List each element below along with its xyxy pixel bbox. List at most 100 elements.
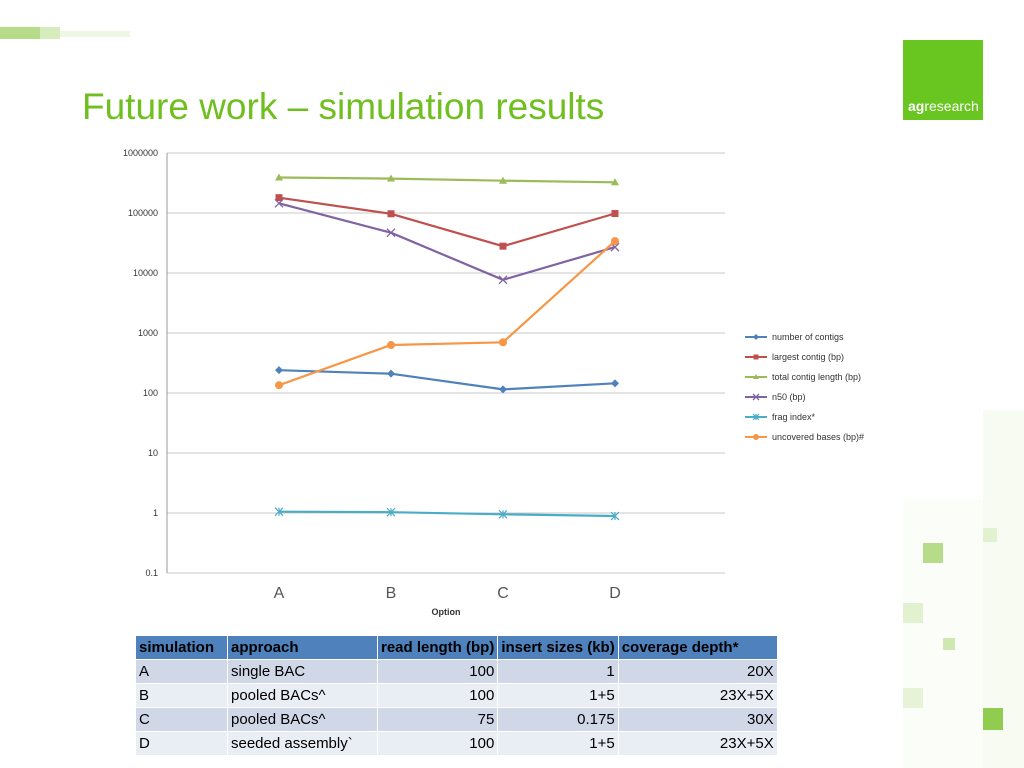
legend-label: number of contigs bbox=[772, 332, 844, 342]
data-point bbox=[499, 385, 507, 394]
legend-marker bbox=[753, 374, 759, 379]
cell-read-length: 100 bbox=[376, 731, 499, 756]
y-tick-label: 100 bbox=[143, 388, 158, 398]
legend-label: uncovered bases (bp)# bbox=[772, 432, 864, 442]
series-line bbox=[278, 196, 616, 248]
data-point bbox=[274, 507, 284, 517]
data-point bbox=[498, 509, 508, 519]
decor-square-5 bbox=[983, 708, 1003, 730]
series-total-contig-length-bp bbox=[275, 173, 619, 186]
slide-title: Future work – simulation results bbox=[82, 86, 605, 127]
data-point bbox=[611, 237, 619, 246]
cell-coverage-depth: 23X+5X bbox=[617, 731, 778, 756]
cell-coverage-depth: 23X+5X bbox=[617, 683, 778, 708]
legend-label: total contig length (bp) bbox=[772, 372, 861, 382]
cell-read-length: 100 bbox=[376, 659, 499, 684]
legend-marker bbox=[753, 334, 759, 340]
cell-approach: seeded assembly` bbox=[227, 731, 378, 756]
cell-simulation: B bbox=[135, 683, 228, 708]
grid-lines bbox=[167, 152, 725, 574]
series-line bbox=[278, 510, 616, 518]
series-line bbox=[278, 202, 616, 281]
axes: 1000000 100000 10000 1000 100 10 1 0.1 A B C D Optio… bbox=[123, 148, 621, 617]
data-point bbox=[611, 210, 619, 218]
legend-label: largest contig (bp) bbox=[772, 352, 844, 362]
cell-insert-sizes: 1+5 bbox=[497, 731, 619, 756]
y-tick-label: 0.1 bbox=[145, 568, 158, 578]
logo-text: agresearch bbox=[908, 98, 979, 114]
data-point bbox=[275, 194, 283, 202]
decor-bar-topleft-2 bbox=[40, 27, 60, 39]
data-point bbox=[386, 507, 396, 517]
cell-simulation: D bbox=[135, 731, 228, 756]
legend-item: frag index* bbox=[745, 412, 816, 422]
table-row: C pooled BACs^ 75 0.175 30X bbox=[135, 707, 778, 732]
data-point bbox=[275, 173, 283, 181]
legend-marker bbox=[752, 413, 760, 421]
legend-marker bbox=[753, 434, 759, 440]
data-point bbox=[498, 275, 508, 285]
decor-square-6 bbox=[983, 528, 997, 542]
cell-simulation: C bbox=[135, 707, 228, 732]
agresearch-logo: agresearch bbox=[903, 40, 983, 120]
data-point bbox=[499, 242, 507, 250]
series-n50-bp bbox=[274, 198, 620, 285]
x-tick-label: A bbox=[274, 585, 285, 602]
legend-marker bbox=[753, 354, 759, 360]
cell-insert-sizes: 1 bbox=[497, 659, 619, 684]
x-tick-label: C bbox=[497, 585, 509, 602]
series-number-of-contigs bbox=[275, 366, 619, 394]
table-row: B pooled BACs^ 100 1+5 23X+5X bbox=[135, 683, 778, 708]
decor-column-right-2 bbox=[903, 500, 983, 768]
series-frag-index bbox=[274, 507, 620, 521]
cell-insert-sizes: 0.175 bbox=[497, 707, 619, 732]
y-tick-label: 1 bbox=[153, 508, 158, 518]
y-tick-label: 1000 bbox=[138, 328, 158, 338]
cell-insert-sizes: 1+5 bbox=[497, 683, 619, 708]
col-header-approach: approach bbox=[227, 635, 378, 660]
series-largest-contig-bp bbox=[275, 194, 619, 250]
x-tick-label: B bbox=[386, 585, 397, 602]
legend-item: uncovered bases (bp)# bbox=[745, 432, 864, 442]
legend-item: largest contig (bp) bbox=[745, 352, 844, 362]
data-point bbox=[387, 210, 395, 218]
decor-bar-topleft-3 bbox=[60, 31, 130, 37]
cell-read-length: 75 bbox=[376, 707, 499, 732]
col-header-coverage-depth: coverage depth* bbox=[617, 635, 778, 660]
col-header-read-length: read length (bp) bbox=[376, 635, 499, 660]
data-point bbox=[499, 338, 507, 347]
data-point bbox=[275, 381, 283, 390]
simulation-table: simulation approach read length (bp) ins… bbox=[135, 635, 778, 756]
data-point bbox=[387, 174, 395, 182]
cell-simulation: A bbox=[135, 659, 228, 684]
cell-approach: single BAC bbox=[227, 659, 378, 684]
table-row: A single BAC 100 1 20X bbox=[135, 659, 778, 684]
y-tick-label: 10000 bbox=[133, 268, 158, 278]
data-point bbox=[611, 178, 619, 186]
cell-coverage-depth: 20X bbox=[617, 659, 778, 684]
legend-item: total contig length (bp) bbox=[745, 372, 861, 382]
series-line bbox=[278, 240, 616, 387]
legend-marker bbox=[752, 393, 760, 401]
x-tick-label: D bbox=[609, 585, 621, 602]
decor-square-2 bbox=[903, 603, 923, 623]
cell-approach: pooled BACs^ bbox=[227, 707, 378, 732]
data-point bbox=[610, 511, 620, 521]
decor-square-1 bbox=[923, 543, 943, 563]
series-lines bbox=[274, 173, 620, 521]
legend-item: number of contigs bbox=[745, 332, 844, 342]
table-row: D seeded assembly` 100 1+5 23X+5X bbox=[135, 731, 778, 756]
legend: number of contigs largest contig (bp) tota… bbox=[745, 332, 864, 442]
data-point bbox=[275, 366, 283, 375]
data-point bbox=[611, 379, 619, 388]
y-tick-label: 10 bbox=[148, 448, 158, 458]
y-tick-label: 100000 bbox=[128, 208, 158, 218]
data-point bbox=[499, 176, 507, 184]
simulation-results-chart: 1000000 100000 10000 1000 100 10 1 0.1 A B C D Optio… bbox=[123, 148, 864, 617]
cell-coverage-depth: 30X bbox=[617, 707, 778, 732]
data-point bbox=[386, 228, 396, 238]
y-tick-label: 1000000 bbox=[123, 148, 158, 158]
decor-square-4 bbox=[903, 688, 923, 708]
x-axis-label: Option bbox=[432, 607, 461, 617]
data-point bbox=[387, 341, 395, 350]
